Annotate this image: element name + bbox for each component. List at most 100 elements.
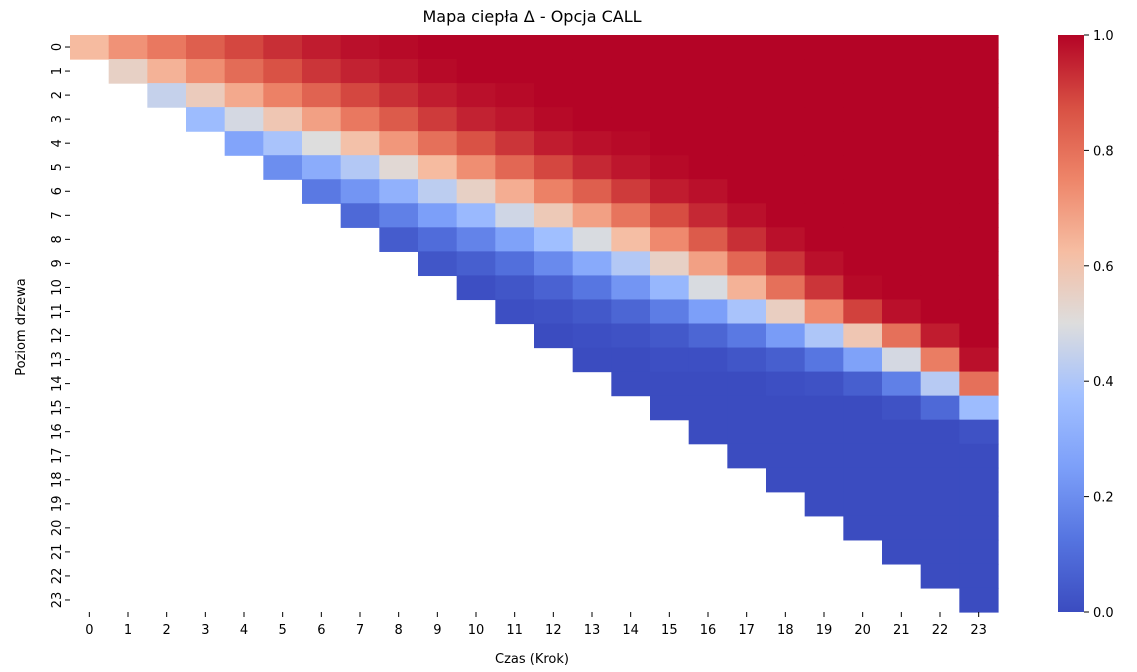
heatmap-cell-r6-c6 — [302, 179, 342, 204]
heatmap-cell-r1-c18 — [766, 59, 806, 84]
heatmap-cell-r4-c18 — [766, 131, 806, 156]
heatmap-cell-r8-c21 — [882, 227, 922, 252]
heatmap-cell-r11-c17 — [727, 299, 767, 325]
heatmap-cell-r0-c1 — [108, 35, 148, 60]
heatmap-cell-r10-c20 — [843, 275, 883, 301]
heatmap-cell-r1-c11 — [495, 59, 535, 84]
heatmap-cell-r6-c14 — [611, 179, 651, 204]
heatmap-cell-r5-c18 — [766, 155, 806, 180]
heatmap-cell-r4-c5 — [263, 131, 303, 156]
heatmap-cell-r4-c20 — [843, 131, 883, 156]
heatmap-cell-r1-c13 — [572, 59, 612, 84]
heatmap-cell-r1-c8 — [379, 59, 419, 84]
heatmap-cell-r13-c15 — [650, 347, 690, 373]
heatmap-cell-r4-c14 — [611, 131, 651, 156]
heatmap-cell-r8-c12 — [534, 227, 574, 252]
heatmap-cell-r0-c22 — [920, 35, 960, 60]
heatmap-cell-r16-c20 — [843, 419, 883, 445]
y-tick-label: 17 — [50, 447, 65, 464]
heatmap-cell-r6-c16 — [688, 179, 728, 204]
heatmap-cell-r3-c5 — [263, 107, 303, 132]
heatmap-cell-r10-c11 — [495, 275, 535, 301]
heatmap-cell-r9-c12 — [534, 251, 574, 277]
heatmap-cell-r11-c16 — [688, 299, 728, 325]
heatmap-cell-r0-c15 — [650, 35, 690, 60]
heatmap-cell-r14-c17 — [727, 371, 767, 397]
heatmap-cell-r0-c13 — [572, 35, 612, 60]
colorbar-tick-label: 0.4 — [1093, 375, 1114, 390]
heatmap-cell-r10-c16 — [688, 275, 728, 301]
heatmap-cell-r5-c19 — [804, 155, 844, 180]
heatmap-cell-r1-c14 — [611, 59, 651, 84]
y-tick-label: 8 — [50, 235, 65, 243]
heatmap-cell-r11-c20 — [843, 299, 883, 325]
heatmap-cell-r11-c21 — [882, 299, 922, 325]
x-tick-label: 20 — [854, 623, 871, 638]
y-tick-label: 4 — [50, 139, 65, 147]
heatmap-cell-r7-c12 — [534, 203, 574, 228]
colorbar-ticks: 0.0 0.2 0.4 0.6 0.8 1.0 — [1084, 29, 1114, 621]
heatmap-cell-r5-c7 — [340, 155, 380, 180]
heatmap-cell-r16-c17 — [727, 419, 767, 445]
heatmap-cell-r1-c6 — [302, 59, 342, 84]
heatmap-cell-r0-c4 — [224, 35, 264, 60]
heatmap-cell-r6-c22 — [920, 179, 960, 204]
y-tick-label: 12 — [50, 327, 65, 344]
heatmap-cell-r2-c4 — [224, 83, 264, 108]
heatmap-cell-r8-c19 — [804, 227, 844, 252]
heatmap-cell-r19-c22 — [920, 491, 960, 517]
heatmap-cell-r3-c19 — [804, 107, 844, 132]
heatmap-cell-r15-c15 — [650, 395, 690, 421]
heatmap-cell-r10-c23 — [959, 275, 999, 301]
heatmap-cell-r3-c11 — [495, 107, 535, 132]
heatmap-cell-r18-c22 — [920, 467, 960, 493]
heatmap-cell-r4-c4 — [224, 131, 264, 156]
chart-title: Mapa ciepła Δ - Opcja CALL — [422, 7, 641, 26]
heatmap-cell-r3-c20 — [843, 107, 883, 132]
heatmap-cell-r9-c20 — [843, 251, 883, 277]
heatmap-cell-r6-c13 — [572, 179, 612, 204]
y-tick-label: 10 — [50, 279, 65, 296]
heatmap-cell-r8-c13 — [572, 227, 612, 252]
heatmap-cell-r7-c19 — [804, 203, 844, 228]
heatmap-cell-r6-c10 — [456, 179, 496, 204]
heatmap-cell-r14-c19 — [804, 371, 844, 397]
heatmap-cell-r6-c18 — [766, 179, 806, 204]
heatmap-cell-r5-c23 — [959, 155, 999, 180]
heatmap-cell-r12-c12 — [534, 323, 574, 349]
heatmap-cell-r0-c18 — [766, 35, 806, 60]
heatmap-cell-r13-c21 — [882, 347, 922, 373]
heatmap-cell-r12-c20 — [843, 323, 883, 349]
heatmap-cell-r5-c13 — [572, 155, 612, 180]
y-tick-label: 21 — [50, 544, 65, 561]
x-tick-label: 2 — [163, 623, 171, 638]
heatmap-cell-r21-c23 — [959, 539, 999, 565]
heatmap-cell-r11-c14 — [611, 299, 651, 325]
y-tick-label: 15 — [50, 399, 65, 416]
heatmap-cell-r3-c4 — [224, 107, 264, 132]
heatmap-cell-r13-c16 — [688, 347, 728, 373]
heatmap-cell-r11-c12 — [534, 299, 574, 325]
heatmap-cell-r1-c17 — [727, 59, 767, 84]
heatmap-cell-r3-c7 — [340, 107, 380, 132]
colorbar — [1058, 35, 1084, 612]
heatmap-cell-r0-c0 — [70, 35, 110, 60]
y-tick-label: 5 — [50, 163, 65, 171]
heatmap-cell-r4-c13 — [572, 131, 612, 156]
heatmap-cell-r16-c23 — [959, 419, 999, 445]
heatmap-cell-r11-c22 — [920, 299, 960, 325]
heatmap-cell-r5-c8 — [379, 155, 419, 180]
heatmap-cell-r15-c22 — [920, 395, 960, 421]
heatmap-cell-r21-c21 — [882, 539, 922, 565]
heatmap-cell-r12-c22 — [920, 323, 960, 349]
heatmap-cell-r7-c22 — [920, 203, 960, 228]
heatmap-cell-r0-c14 — [611, 35, 651, 60]
heatmap-cell-r9-c23 — [959, 251, 999, 277]
heatmap-cell-r6-c8 — [379, 179, 419, 204]
heatmap-cell-r16-c18 — [766, 419, 806, 445]
heatmap-cell-r15-c20 — [843, 395, 883, 421]
heatmap-cell-r18-c19 — [804, 467, 844, 493]
heatmap-cell-r6-c17 — [727, 179, 767, 204]
heatmap-cell-r0-c6 — [302, 35, 342, 60]
